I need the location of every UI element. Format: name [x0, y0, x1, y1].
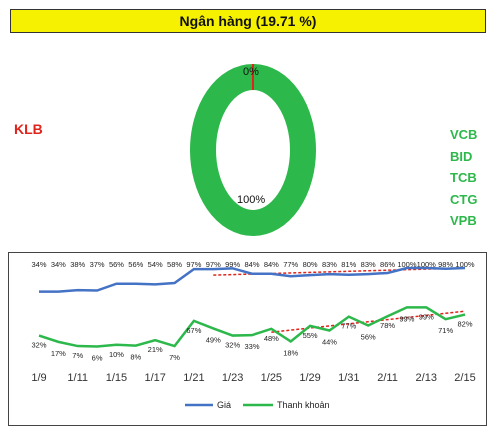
- x-tick-label: 1/25: [261, 372, 282, 384]
- data-label: 7%: [72, 351, 83, 360]
- x-tick-label: 1/23: [222, 372, 243, 384]
- data-label: 34%: [51, 260, 66, 269]
- data-label: 77%: [283, 260, 298, 269]
- legend-green-item: CTG: [450, 191, 478, 207]
- data-label: 71%: [438, 326, 453, 335]
- data-label: 86%: [380, 260, 395, 269]
- x-tick-label: 2/13: [416, 372, 437, 384]
- trendline-thanh-khoan: [271, 310, 466, 333]
- data-label: 97%: [186, 260, 201, 269]
- legend-red-ticker: KLB: [14, 121, 43, 137]
- chart-title-text: Ngân hàng (19.71 %): [179, 13, 317, 29]
- data-label: 32%: [31, 341, 46, 350]
- legend-label-gia: Giá: [217, 400, 231, 410]
- data-label: 99%: [225, 260, 240, 269]
- x-tick-label: 1/15: [106, 372, 127, 384]
- donut-svg: [190, 64, 316, 236]
- data-label: 100%: [417, 260, 437, 269]
- series-line-1: [38, 306, 466, 348]
- data-label: 54%: [148, 260, 163, 269]
- data-label: 84%: [264, 260, 279, 269]
- data-label: 83%: [361, 260, 376, 269]
- data-label: 100%: [397, 260, 417, 269]
- data-label: 100%: [455, 260, 475, 269]
- data-label: 97%: [206, 260, 221, 269]
- data-label: 81%: [341, 260, 356, 269]
- data-label: 58%: [167, 260, 182, 269]
- data-label: 44%: [322, 338, 337, 347]
- data-label: 99%: [399, 314, 414, 323]
- data-label: 38%: [70, 260, 85, 269]
- data-label: 56%: [109, 260, 124, 269]
- data-label: 98%: [438, 260, 453, 269]
- data-label: 33%: [244, 342, 259, 351]
- data-label: 6%: [92, 353, 103, 362]
- x-tick-label: 1/21: [183, 372, 204, 384]
- legend-green-item: TCB: [450, 170, 477, 185]
- data-label: 49%: [206, 335, 221, 344]
- data-label: 67%: [186, 326, 201, 335]
- legend-green-item: VCB: [450, 127, 478, 142]
- data-label: 56%: [128, 260, 143, 269]
- data-label: 7%: [169, 353, 180, 362]
- x-tick-label: 2/15: [454, 372, 475, 384]
- data-label: 78%: [380, 321, 395, 330]
- legend-label-thanh-khoan: Thanh khoản: [277, 400, 330, 410]
- donut-label-red: 0%: [243, 66, 259, 78]
- x-tick-label: 1/9: [31, 372, 46, 384]
- x-tick-label: 1/11: [67, 372, 88, 384]
- data-label: 8%: [130, 353, 141, 362]
- line-chart-frame: 34% 34% 38% 37% 56% 56% 54% 58% 97% 97% 99% 84% 84% 7…: [8, 252, 487, 426]
- data-label: 84%: [244, 260, 259, 269]
- data-label: 18%: [283, 348, 298, 357]
- legend-green-item: VPB: [450, 213, 477, 228]
- legend-green-list: VCB BID TCB CTG VPB: [450, 124, 477, 232]
- data-label: 48%: [264, 334, 279, 343]
- data-label: 17%: [51, 349, 66, 358]
- data-label: 34%: [31, 260, 46, 269]
- donut-chart: 0% 100%: [188, 58, 318, 243]
- x-tick-label: 1/29: [299, 372, 320, 384]
- chart-title: Ngân hàng (19.71 %): [10, 9, 486, 33]
- line-chart-svg: 34% 34% 38% 37% 56% 56% 54% 58% 97% 97% 99% 84% 84% 7…: [31, 260, 475, 410]
- data-label: 32%: [225, 341, 240, 350]
- data-label: 37%: [90, 260, 105, 269]
- data-label: 80%: [303, 260, 318, 269]
- data-label: 21%: [148, 345, 163, 354]
- data-label: 55%: [303, 331, 318, 340]
- series-line-0: [39, 266, 466, 293]
- data-label: 99%: [419, 312, 434, 321]
- data-label: 56%: [361, 332, 376, 341]
- data-label: 83%: [322, 260, 337, 269]
- x-tick-label: 1/17: [144, 372, 165, 384]
- data-label: 10%: [109, 350, 124, 359]
- x-tick-label: 2/11: [377, 372, 398, 384]
- data-label: 77%: [341, 322, 356, 331]
- x-tick-label: 1/31: [338, 372, 359, 384]
- legend-green-item: BID: [450, 148, 473, 164]
- donut-label-green: 100%: [237, 194, 266, 206]
- data-label: 82%: [457, 320, 472, 329]
